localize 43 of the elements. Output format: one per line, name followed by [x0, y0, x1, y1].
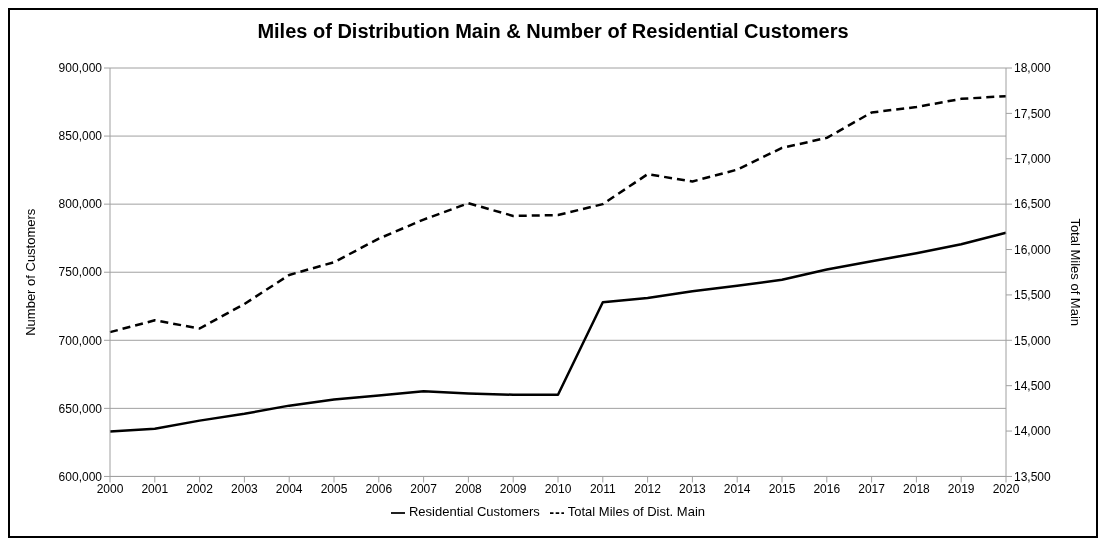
y2-tick-label: 15,500: [1014, 288, 1052, 303]
chart-title: Miles of Distribution Main & Number of Residential Customers: [256, 19, 850, 44]
y2-tick-label: 17,500: [1014, 106, 1052, 121]
x-tick-label: 2005: [320, 481, 348, 496]
y-tick-label: 800,000: [58, 197, 103, 212]
x-tick-label: 2013: [679, 481, 707, 496]
x-tick-label: 2020: [992, 481, 1020, 496]
x-tick-label: 2010: [544, 481, 572, 496]
legend-label: Residential Customers: [408, 504, 540, 520]
y-tick-label: 600,000: [58, 469, 103, 484]
x-tick-label: 2009: [499, 481, 527, 496]
y2-tick-label: 16,500: [1014, 197, 1052, 212]
y-tick-label: 700,000: [58, 333, 103, 348]
legend-label: Total Miles of Dist. Main: [567, 504, 706, 520]
y-tick-label: 650,000: [58, 401, 103, 416]
x-tick-label: 2000: [96, 481, 124, 496]
x-tick-label: 2007: [410, 481, 438, 496]
y2-tick-label: 14,000: [1014, 424, 1052, 439]
x-tick-label: 2002: [186, 481, 214, 496]
x-tick-label: 2004: [275, 481, 303, 496]
y2-tick-label: 18,000: [1014, 61, 1052, 76]
x-tick-label: 2014: [723, 481, 751, 496]
y2-tick-label: 14,500: [1014, 378, 1052, 393]
x-tick-label: 2001: [141, 481, 169, 496]
y2-tick-label: 15,000: [1014, 333, 1052, 348]
x-tick-label: 2012: [634, 481, 662, 496]
x-tick-label: 2017: [858, 481, 886, 496]
y-axis-title: Number of Customers: [22, 208, 38, 336]
x-tick-label: 2011: [589, 481, 617, 496]
y2-tick-label: 17,000: [1014, 152, 1052, 167]
y-tick-label: 850,000: [58, 129, 103, 144]
x-tick-label: 2008: [455, 481, 483, 496]
x-tick-label: 2016: [813, 481, 841, 496]
y2-tick-label: 16,000: [1014, 242, 1052, 257]
x-tick-label: 2006: [365, 481, 393, 496]
y2-axis-title: Total Miles of Main: [1068, 218, 1084, 327]
x-tick-label: 2018: [903, 481, 931, 496]
x-tick-label: 2003: [231, 481, 259, 496]
y2-tick-label: 13,500: [1014, 469, 1052, 484]
x-tick-label: 2019: [947, 481, 975, 496]
y-tick-label: 900,000: [58, 61, 103, 76]
y-tick-label: 750,000: [58, 265, 103, 280]
x-tick-label: 2015: [768, 481, 796, 496]
